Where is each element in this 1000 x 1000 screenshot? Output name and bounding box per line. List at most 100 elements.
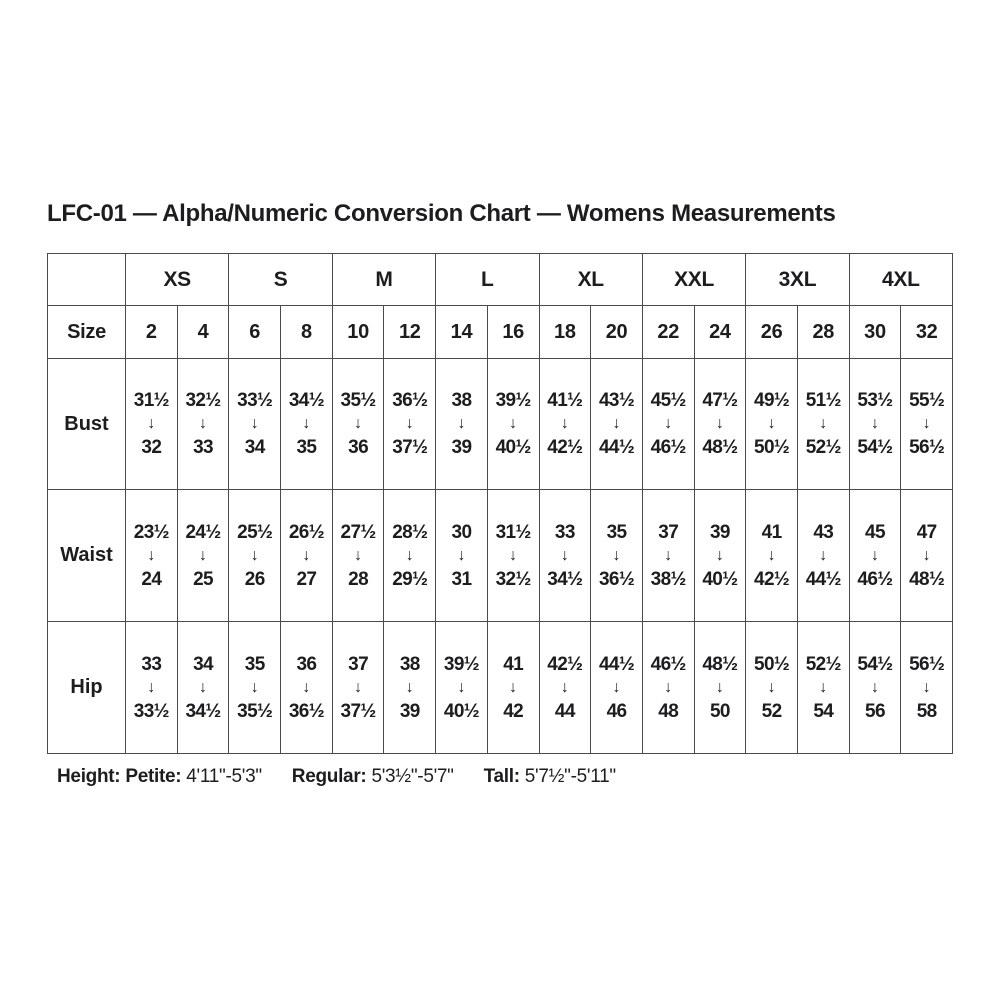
- alpha-size-header-s: S: [228, 253, 333, 306]
- measure-to: 37½: [392, 437, 428, 458]
- measure-to: 34: [244, 437, 266, 458]
- numeric-size-cell: 10: [331, 305, 385, 359]
- measure-from: 31½: [495, 521, 532, 543]
- measure-from: 23½: [133, 521, 170, 543]
- measure-to: 52½: [805, 437, 842, 458]
- down-arrow-icon: ↓: [509, 678, 518, 696]
- down-arrow-icon: ↓: [250, 415, 259, 432]
- measure-to: 39: [399, 700, 421, 722]
- numeric-size-cell: 26: [745, 305, 798, 359]
- down-arrow-icon: ↓: [302, 678, 311, 696]
- numeric-size-cell: 24: [693, 305, 747, 359]
- down-arrow-icon: ↓: [922, 415, 931, 432]
- numeric-size-cell: 4: [176, 305, 230, 359]
- measure-to: 27: [296, 568, 317, 590]
- numeric-size-cell: 8: [280, 305, 333, 359]
- numeric-size-cell: 2: [125, 305, 178, 359]
- measure-to: 40½: [443, 700, 480, 722]
- down-arrow-icon: ↓: [199, 546, 208, 564]
- numeric-size-row: Size 2 4 6 8 10 12 14 16 18 20 22 24 26 …: [47, 305, 953, 359]
- down-arrow-icon: ↓: [560, 546, 569, 564]
- measure-cell: 35 ↓ 36½: [590, 489, 643, 622]
- measure-to: 42½: [547, 437, 583, 458]
- measure-cell: 48½ ↓ 50: [693, 621, 747, 754]
- measure-to: 58: [916, 700, 938, 722]
- measure-from: 49½: [754, 390, 790, 411]
- down-arrow-icon: ↓: [715, 546, 724, 564]
- measure-from: 36: [296, 653, 317, 675]
- measure-from: 35½: [340, 390, 377, 411]
- down-arrow-icon: ↓: [509, 415, 518, 432]
- measure-to: 24: [141, 568, 162, 590]
- measure-to: 36: [348, 437, 369, 458]
- down-arrow-icon: ↓: [405, 678, 414, 696]
- measure-to: 42: [503, 700, 524, 722]
- height-label: Height:: [57, 766, 121, 787]
- measure-cell: 35½ ↓ 36: [331, 358, 385, 490]
- measure-to: 33½: [133, 700, 170, 722]
- down-arrow-icon: ↓: [664, 415, 673, 432]
- measure-from: 55½: [909, 390, 945, 411]
- measure-from: 41½: [547, 390, 583, 411]
- measure-from: 47: [916, 521, 938, 543]
- measure-from: 53½: [857, 390, 893, 411]
- measure-cell: 34 ↓ 34½: [176, 621, 230, 754]
- measure-from: 34½: [288, 390, 325, 411]
- measure-from: 33½: [237, 390, 273, 411]
- measure-from: 25½: [237, 521, 273, 543]
- down-arrow-icon: ↓: [715, 415, 724, 432]
- down-arrow-icon: ↓: [870, 678, 879, 696]
- down-arrow-icon: ↓: [354, 678, 363, 696]
- measure-cell: 39½ ↓ 40½: [486, 358, 540, 490]
- measure-to: 32½: [495, 568, 532, 590]
- measure-from: 46½: [650, 653, 687, 675]
- numeric-size-cell: 16: [486, 305, 540, 359]
- measure-from: 28½: [392, 521, 428, 543]
- measure-to: 54½: [857, 437, 893, 458]
- measure-cell: 28½ ↓ 29½: [383, 489, 437, 622]
- measure-to: 25: [193, 568, 214, 590]
- measure-cell: 41 ↓ 42: [486, 621, 540, 754]
- down-arrow-icon: ↓: [250, 546, 259, 564]
- down-arrow-icon: ↓: [870, 546, 879, 564]
- measure-cell: 36 ↓ 36½: [280, 621, 333, 754]
- measure-cell: 33½ ↓ 34: [228, 358, 282, 490]
- tall-label: Tall:: [483, 766, 520, 787]
- bust-row: Bust 31½ ↓ 32 32½ ↓ 33 33½ ↓ 34 34½ ↓ 35 35½ ↓ 36 …: [47, 358, 953, 490]
- measure-cell: 45½ ↓ 46½: [641, 358, 695, 490]
- down-arrow-icon: ↓: [302, 546, 311, 564]
- measure-cell: 47 ↓ 48½: [900, 489, 953, 622]
- alpha-size-row: XS S M L XL XXL 3XL 4XL: [47, 253, 954, 306]
- down-arrow-icon: ↓: [767, 546, 776, 564]
- measure-to: 56½: [909, 437, 945, 458]
- measure-to: 26: [244, 568, 266, 590]
- measure-to: 31: [451, 568, 473, 590]
- down-arrow-icon: ↓: [147, 546, 156, 564]
- tall-value: 5'7½"-5'11": [524, 766, 616, 787]
- down-arrow-icon: ↓: [457, 415, 466, 432]
- regular-segment: Regular: 5'3½"-5'7": [292, 766, 454, 788]
- measure-cell: 38 ↓ 39: [435, 358, 488, 490]
- down-arrow-icon: ↓: [715, 678, 724, 696]
- down-arrow-icon: ↓: [664, 678, 673, 696]
- waist-row: Waist 23½ ↓ 24 24½ ↓ 25 25½ ↓ 26 26½ ↓ 27 27½ ↓ 28…: [47, 489, 953, 622]
- measure-from: 52½: [805, 653, 842, 675]
- measure-to: 48: [658, 700, 679, 722]
- petite-value: 4'11"-5'3": [186, 766, 262, 787]
- measure-cell: 33 ↓ 33½: [125, 621, 178, 754]
- row-label-bust: Bust: [47, 358, 126, 490]
- petite-label: Petite:: [125, 766, 182, 787]
- measure-from: 43: [813, 521, 834, 543]
- down-arrow-icon: ↓: [250, 678, 259, 696]
- measure-from: 36½: [392, 390, 428, 411]
- down-arrow-icon: ↓: [354, 546, 363, 564]
- measure-to: 29½: [392, 568, 428, 590]
- measure-to: 44½: [598, 437, 635, 458]
- corner-cell: [47, 253, 126, 306]
- measure-to: 44: [554, 700, 576, 722]
- measure-from: 41: [503, 653, 524, 675]
- measure-cell: 55½ ↓ 56½: [900, 358, 953, 490]
- measure-from: 42½: [547, 653, 583, 675]
- down-arrow-icon: ↓: [147, 678, 156, 696]
- alpha-size-header-l: L: [435, 253, 540, 306]
